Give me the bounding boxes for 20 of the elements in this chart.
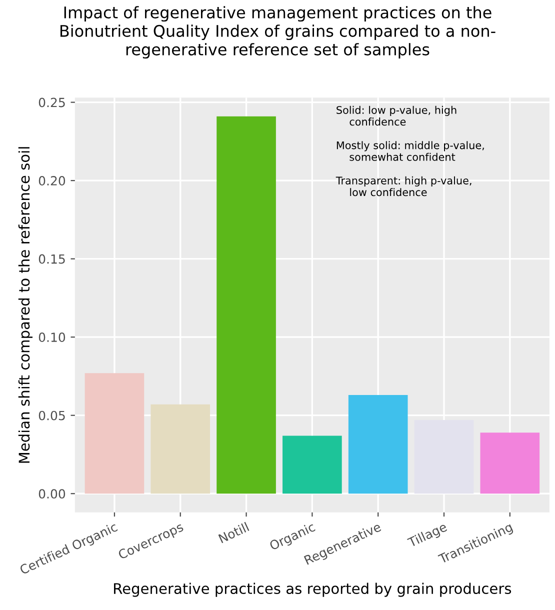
annotation: Solid: low p-value, high confidence [336,106,456,126]
y-axis-title: Median shift compared to the reference soil [18,147,33,463]
bar [414,420,474,494]
y-tick-label: 0.25 [38,98,65,108]
y-tick-label: 0.00 [38,489,66,499]
bar [84,373,144,494]
y-tick-label: 0.10 [38,332,66,342]
x-axis-title: Regenerative practices as reported by grain producers [114,582,512,597]
bar [282,436,342,494]
bar [348,395,408,494]
x-tick-label: Notill [218,522,250,544]
bar [150,404,210,494]
y-tick-label: 0.15 [38,254,65,264]
y-tick-label: 0.05 [38,410,65,420]
annotation: Transparent: high p-value, low confidence [336,176,472,196]
bar [480,432,540,494]
annotation: Mostly solid: middle p-value, somewhat confident [336,141,484,161]
chart-title: Impact of regenerative management practices on the Bionutrient Quality Index of grains compared to a non- regenerative reference set of samples [60,6,496,59]
bar [216,116,276,494]
y-tick-label: 0.20 [38,176,66,186]
